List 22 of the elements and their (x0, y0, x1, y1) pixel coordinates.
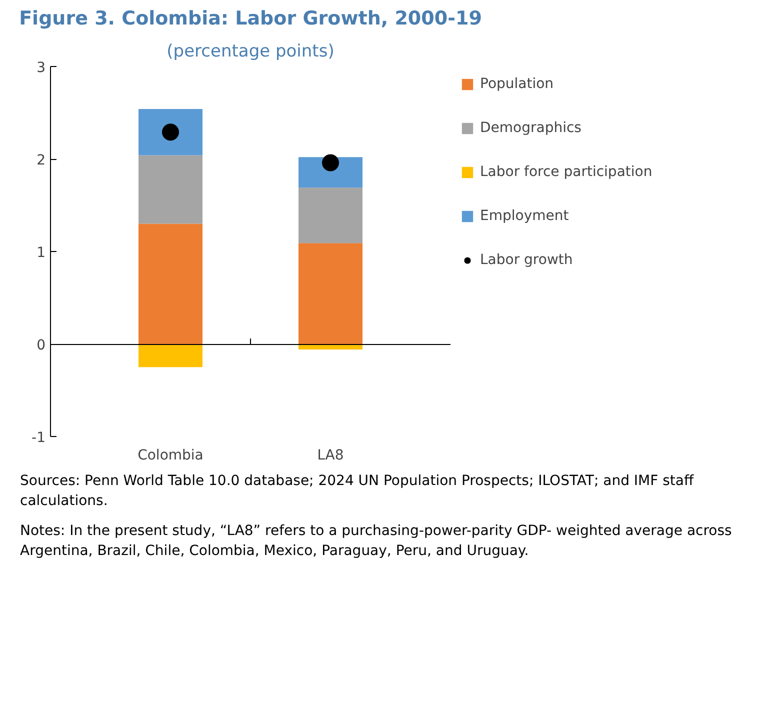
chart-subtitle: (percentage points) (166, 42, 334, 62)
legend-label: Demographics (480, 120, 582, 136)
y-tick-label: 1 (36, 245, 46, 261)
y-tick-label: 3 (36, 60, 46, 76)
y-tick-label: 2 (36, 152, 46, 168)
bar (138, 155, 202, 224)
legend-label: Labor growth (480, 252, 573, 268)
x-tick-label: Colombia (138, 448, 204, 464)
legend-label: Employment (480, 208, 569, 224)
bar (298, 243, 362, 344)
chart-title: Figure 3. Colombia: Labor Growth, 2000-19 (19, 8, 482, 30)
x-tick-label: LA8 (317, 448, 344, 464)
y-tick-label: 0 (36, 338, 46, 354)
legend-label: Population (480, 76, 554, 92)
bar (298, 188, 362, 244)
bar (138, 224, 202, 344)
source-note: Sources: Penn World Table 10.0 database; 2024 UN Population Prospects; ILOSTAT; and IMF staff calculations. (20, 472, 695, 511)
bar (138, 344, 202, 368)
text: Notes: In the present study, “LA8” refers to a purchasing-power-parity GDP- weighted average across Argentina, Brazil, Chile, Colombia, Mexico, Paraguay, Peru, and Uruguay. (20, 522, 733, 561)
bar (138, 109, 202, 156)
legend-label: Labor force participation (480, 164, 652, 180)
y-tick-label: -1 (32, 430, 46, 446)
